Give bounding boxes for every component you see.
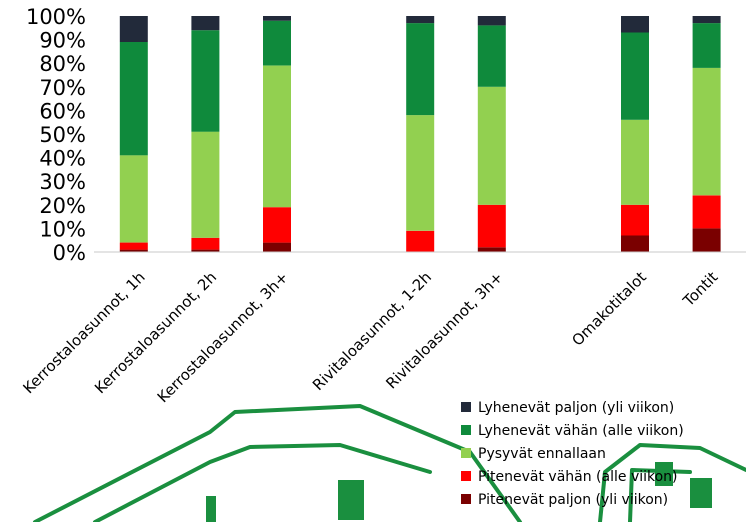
bar-segment xyxy=(692,23,721,68)
bar-segment xyxy=(692,195,721,229)
x-tick-label: Kerrostaloasunnot, 3h+ xyxy=(154,268,292,406)
bar-segment xyxy=(406,16,435,24)
x-tick-label: Kerrostaloasunnot, 2h xyxy=(91,268,220,397)
y-tick-label: 20% xyxy=(39,194,86,218)
legend-label: Lyhenevät vähän (alle viikon) xyxy=(478,423,684,439)
bar-segment xyxy=(263,20,291,66)
bars xyxy=(119,16,721,252)
bar-segment xyxy=(406,230,435,252)
bar-segment xyxy=(477,16,506,26)
bar-segment xyxy=(477,247,506,252)
x-tick-label: Tontit xyxy=(679,268,722,311)
bar-segment xyxy=(191,249,220,252)
bar-segment xyxy=(263,16,291,21)
bar-segment xyxy=(191,30,220,132)
legend-label: Lyhenevät paljon (yli viikon) xyxy=(478,400,674,416)
y-tick-label: 50% xyxy=(39,123,86,147)
bar-segment xyxy=(191,237,220,250)
bar-segment xyxy=(119,155,148,243)
bar-segment xyxy=(119,249,148,252)
x-tick-label: Omakotitalot xyxy=(568,268,650,350)
y-tick-label: 90% xyxy=(39,29,86,53)
bar-segment xyxy=(406,115,435,231)
bar-segment xyxy=(621,204,649,236)
legend-swatch xyxy=(461,425,471,435)
bar-segment xyxy=(119,16,148,42)
bar-segment xyxy=(477,204,506,248)
bar-segment xyxy=(477,25,506,87)
bar-segment xyxy=(621,32,649,120)
bar-segment xyxy=(692,67,721,196)
y-tick-label: 30% xyxy=(39,170,86,194)
y-tick-label: 100% xyxy=(26,5,86,29)
bar-segment xyxy=(191,131,220,238)
bar-segment xyxy=(263,242,291,252)
y-tick-label: 10% xyxy=(39,217,86,241)
legend-label: Pitenevät paljon (yli viikon) xyxy=(478,492,668,508)
legend: Lyhenevät paljon (yli viikon) Lyhenevät v… xyxy=(461,400,684,508)
bar-segment xyxy=(119,242,148,250)
bar-segment xyxy=(406,23,435,116)
x-tick-label: Kerrostaloasunnot, 1h xyxy=(19,268,148,397)
house-illustration xyxy=(33,404,746,522)
bar-segment xyxy=(191,16,220,31)
bar-segment xyxy=(621,16,649,33)
legend-swatch xyxy=(461,448,471,458)
bar-segment xyxy=(692,16,721,24)
y-tick-label: 40% xyxy=(39,147,86,171)
x-tick-label: Rivitaloasunnot, 3h+ xyxy=(382,268,506,392)
bar-segment xyxy=(477,86,506,205)
y-tick-label: 80% xyxy=(39,52,86,76)
bar-segment xyxy=(621,235,649,252)
bar-segment xyxy=(263,65,291,208)
x-tick-label: Rivitaloasunnot, 1-2h xyxy=(309,268,435,394)
legend-swatch xyxy=(461,471,471,481)
y-tick-label: 60% xyxy=(39,99,86,123)
y-tick-label: 0% xyxy=(53,241,86,265)
y-tick-label: 70% xyxy=(39,76,86,100)
legend-label: Pysyvät ennallaan xyxy=(478,446,606,462)
bar-segment xyxy=(621,119,649,205)
bar-segment xyxy=(119,42,148,156)
legend-swatch xyxy=(461,402,471,412)
y-axis: 0%10%20%30%40%50%60%70%80%90%100% xyxy=(26,5,86,265)
bar-segment xyxy=(692,228,721,252)
bar-segment xyxy=(263,207,291,243)
x-axis: Kerrostaloasunnot, 1hKerrostaloasunnot, … xyxy=(19,251,746,406)
legend-swatch xyxy=(461,494,471,504)
legend-label: Pitenevät vähän (alle viikon) xyxy=(478,469,678,485)
